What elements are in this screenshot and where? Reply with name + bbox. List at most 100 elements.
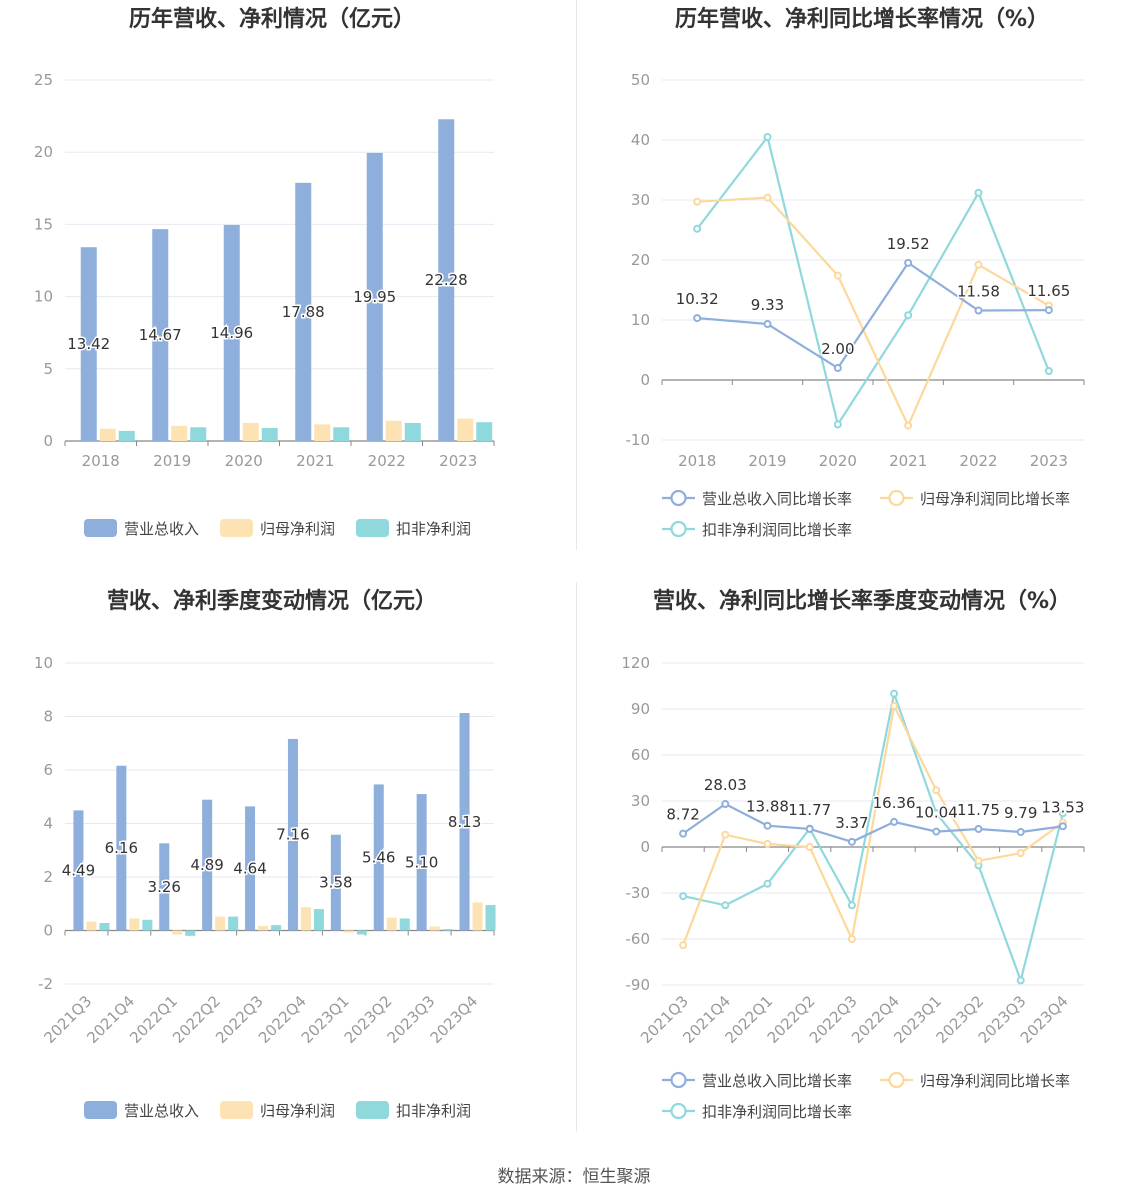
y-tick-label: 60 xyxy=(631,746,650,764)
x-tick-label: 2020 xyxy=(819,452,857,470)
y-tick-label: 10 xyxy=(631,311,650,329)
bar-营业总收入 xyxy=(223,224,240,441)
data-label: 3.26 xyxy=(148,878,181,896)
bar-扣非净利润 xyxy=(228,916,239,931)
annual-growth-chart: 历年营收、净利同比增长率情况（%） -10 0 10 20 30 40 50 2018 2019 2… xyxy=(626,6,1085,539)
legend-label: 营业总收入同比增长率 xyxy=(702,1072,852,1090)
legend-marker xyxy=(670,489,687,507)
bar-扣非净利润 xyxy=(142,919,153,931)
bar-扣非净利润 xyxy=(404,422,421,441)
data-label: 11.75 xyxy=(957,801,1000,819)
y-tick-label: 120 xyxy=(621,654,650,672)
data-label: 3.58 xyxy=(319,874,352,892)
bar-营业总收入 xyxy=(152,229,169,441)
y-tick-label: 8 xyxy=(43,708,53,726)
x-tick-label: 2018 xyxy=(82,452,120,470)
legend-swatch xyxy=(356,519,389,537)
data-label: 4.89 xyxy=(190,856,223,874)
data-label: 14.96 xyxy=(210,324,253,342)
data-label: 16.36 xyxy=(873,794,916,812)
y-tick-label: 25 xyxy=(34,71,53,89)
bar-归母净利润 xyxy=(258,925,269,931)
bar-营业总收入 xyxy=(73,810,84,931)
bar-营业总收入 xyxy=(287,738,298,931)
x-tick-label: 2022 xyxy=(959,452,997,470)
point-归母净利润同比增长率 xyxy=(932,786,941,795)
bar-营业总收入 xyxy=(366,152,383,441)
data-label: 9.33 xyxy=(751,296,784,314)
point-营业总收入同比增长率 xyxy=(890,817,899,826)
legend-swatch xyxy=(84,1101,117,1119)
legend-marker xyxy=(670,1071,687,1089)
data-label: 11.58 xyxy=(957,283,1000,301)
bar-营业总收入 xyxy=(459,713,470,931)
data-label: 22.28 xyxy=(425,271,468,289)
chart-title: 历年营收、净利同比增长率情况（%） xyxy=(675,6,1049,32)
chart-title: 营收、净利季度变动情况（亿元） xyxy=(107,588,437,614)
legend-label: 归母净利润 xyxy=(260,1102,335,1120)
legend-marker xyxy=(670,1102,687,1120)
data-label: 19.95 xyxy=(353,288,396,306)
panel-annual-bar: 历年营收、净利情况（亿元） 0 5 10 15 20 25 2018 2019 2020 2021 2… xyxy=(0,0,576,560)
y-tick-label: -90 xyxy=(626,976,651,994)
point-扣非净利润同比增长率 xyxy=(1016,976,1025,985)
data-label: 8.72 xyxy=(666,806,699,824)
point-归母净利润同比增长率 xyxy=(679,941,688,950)
legend-swatch xyxy=(220,1101,253,1119)
point-营业总收入同比增长率 xyxy=(1044,306,1053,315)
line-扣非净利润同比增长率 xyxy=(682,689,1064,985)
data-label: 7.16 xyxy=(276,826,309,844)
y-tick-label: 50 xyxy=(631,71,650,89)
point-扣非净利润同比增长率 xyxy=(721,901,730,910)
divider-top xyxy=(576,0,577,550)
y-tick-label: 0 xyxy=(640,371,650,389)
bar-营业总收入 xyxy=(159,843,170,931)
bar-归母净利润 xyxy=(343,930,354,933)
y-tick-label: -10 xyxy=(626,431,651,449)
point-扣非净利润同比增长率 xyxy=(1058,809,1067,818)
bar-营业总收入 xyxy=(116,765,127,931)
legend-marker xyxy=(888,1071,905,1089)
point-营业总收入同比增长率 xyxy=(833,364,842,372)
point-归母净利润同比增长率 xyxy=(847,935,856,943)
bar-归母净利润 xyxy=(215,916,226,931)
bar-扣非净利润 xyxy=(442,929,453,931)
data-label: 10.32 xyxy=(676,290,719,308)
x-tick-label: 2019 xyxy=(748,452,786,470)
x-tick-label: 2023Q4 xyxy=(1017,992,1072,1047)
point-营业总收入同比增长率 xyxy=(721,800,730,809)
bar-扣非净利润 xyxy=(313,909,324,931)
data-label: 19.52 xyxy=(887,235,930,253)
bar-归母净利润 xyxy=(86,921,97,931)
legend-label: 扣非净利润 xyxy=(396,520,471,538)
quarterly-growth-chart: 营收、净利同比增长率季度变动情况（%） -90 -60 -30 0 30 60 90 120 20… xyxy=(621,588,1086,1121)
point-归母净利润同比增长率 xyxy=(890,701,899,710)
bar-归母净利润 xyxy=(314,424,331,441)
data-label: 28.03 xyxy=(704,776,747,794)
bar-归母净利润 xyxy=(386,917,397,931)
bar-归母净利润 xyxy=(242,422,259,441)
legend-label: 营业总收入 xyxy=(124,1102,199,1120)
point-扣非净利润同比增长率 xyxy=(763,879,772,888)
point-营业总收入同比增长率 xyxy=(693,314,702,323)
panel-quarter-line: 营收、净利同比增长率季度变动情况（%） -90 -60 -30 0 30 60 90 120 20… xyxy=(576,582,1148,1142)
y-tick-label: 5 xyxy=(43,360,53,378)
bar-归母净利润 xyxy=(171,425,188,441)
bar-扣非净利润 xyxy=(271,925,282,931)
data-label: 2.00 xyxy=(821,340,854,358)
point-营业总收入同比增长率 xyxy=(1058,822,1067,831)
legend-swatch xyxy=(84,519,117,537)
point-扣非净利润同比增长率 xyxy=(693,224,702,233)
legend-label: 归母净利润同比增长率 xyxy=(920,490,1070,508)
x-tick-label: 2018 xyxy=(678,452,716,470)
divider-bottom xyxy=(576,582,577,1132)
data-label: 3.37 xyxy=(835,814,868,832)
line-归母净利润同比增长率 xyxy=(697,196,1050,429)
bar-扣非净利润 xyxy=(399,918,410,931)
bar-营业总收入 xyxy=(438,119,455,442)
point-营业总收入同比增长率 xyxy=(847,837,856,846)
x-tick-label: 2022 xyxy=(368,452,406,470)
bar-归母净利润 xyxy=(172,930,183,935)
data-label: 14.67 xyxy=(139,326,182,344)
x-tick-label: 2021 xyxy=(296,452,334,470)
